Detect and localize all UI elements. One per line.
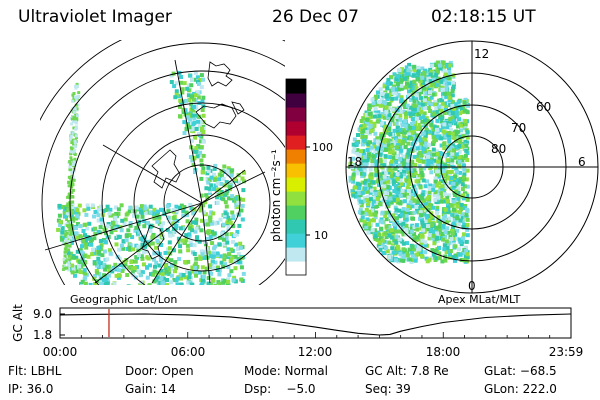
colorbar-swatch <box>286 191 306 206</box>
mlt-label-6: 6 <box>578 155 586 169</box>
gain-status: Gain: 14 <box>125 382 176 396</box>
door-status: Door: Open <box>125 364 194 378</box>
gc-alt-status: GC Alt: 7.8 Re <box>365 364 449 378</box>
colorbar-swatch <box>286 79 306 94</box>
altitude-ytick-9: 9.0 <box>33 307 52 321</box>
mlat-label-80: 80 <box>491 142 506 156</box>
apex-panel: 12 18 6 0 60 70 80 <box>345 40 599 294</box>
colorbar-unit-label: photon cm⁻²s⁻¹ <box>269 149 283 242</box>
colorbar-swatch <box>286 261 306 276</box>
mlat-label-60: 60 <box>536 100 551 114</box>
coastline-outline <box>141 61 245 260</box>
geographic-panel <box>40 40 285 285</box>
colorbar-tick-100: 100 <box>312 141 333 154</box>
colorbar-swatch <box>286 233 306 248</box>
mlt-label-18: 18 <box>347 155 362 169</box>
colorbar-gradient <box>286 79 306 276</box>
mlt-label-12: 12 <box>474 47 489 61</box>
colorbar-swatch <box>286 107 306 122</box>
xtick-1800: 18:00 <box>426 345 461 359</box>
glon-status: GLon: 222.0 <box>484 382 557 396</box>
mlat-label-70: 70 <box>511 121 526 135</box>
geo-aurora-image <box>56 70 246 285</box>
colorbar-tick-10: 10 <box>314 229 328 242</box>
flt-filter: Flt: LBHL <box>8 364 62 378</box>
image-time: 02:18:15 UT <box>431 7 536 27</box>
instrument-title: Ultraviolet Imager <box>18 7 172 27</box>
altitude-ylabel: GC Alt <box>11 304 25 342</box>
xtick-0000: 00:00 <box>43 345 78 359</box>
seq-status: Seq: 39 <box>365 382 411 396</box>
xtick-1200: 12:00 <box>298 345 333 359</box>
mlt-label-0: 0 <box>468 279 476 293</box>
altitude-chart: GC Alt 9.0 1.8 00:00 06:00 12:00 18:00 2… <box>11 304 583 359</box>
geo-grid <box>40 40 285 285</box>
ip-status: IP: 36.0 <box>8 382 54 396</box>
xtick-0600: 06:00 <box>171 345 206 359</box>
colorbar-swatch <box>286 93 306 108</box>
glat-status: GLat: −68.5 <box>484 364 557 378</box>
colorbar-swatch <box>286 121 306 136</box>
colorbar-swatch <box>286 135 306 150</box>
apex-aurora-image <box>348 60 470 264</box>
colorbar-swatch <box>286 177 306 192</box>
geographic-grid-label: Geographic Lat/Lon <box>70 293 178 306</box>
colorbar: 100 10 photon cm⁻²s⁻¹ <box>269 78 333 276</box>
colorbar-swatch <box>286 149 306 164</box>
colorbar-swatch <box>286 163 306 178</box>
colorbar-swatch <box>286 205 306 220</box>
image-date: 26 Dec 07 <box>272 7 359 27</box>
colorbar-swatch <box>286 219 306 234</box>
xtick-2359: 23:59 <box>549 345 584 359</box>
mode-status: Mode: Normal <box>244 364 328 378</box>
altitude-ytick-1-8: 1.8 <box>33 328 52 342</box>
apex-grid <box>345 40 599 294</box>
altitude-line <box>59 313 572 336</box>
colorbar-swatch <box>286 247 306 262</box>
dsp-status: Dsp: −5.0 <box>244 382 316 396</box>
apex-grid-label: Apex MLat/MLT <box>438 293 521 306</box>
